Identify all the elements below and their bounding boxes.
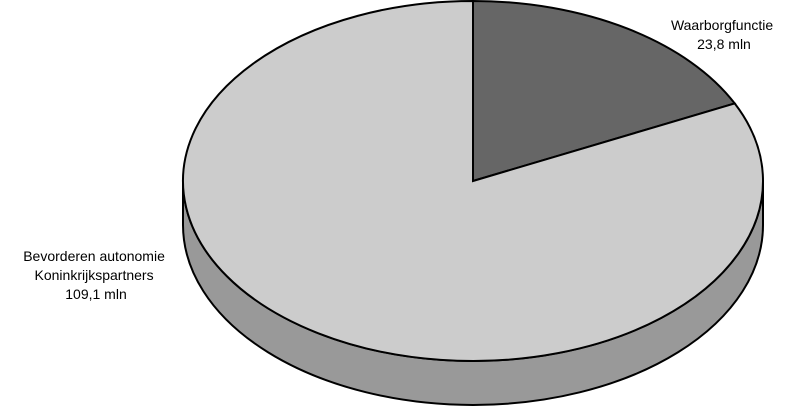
slice-label-bevorderen-autonomie: Bevorderen autonomie Koninkrijkspartners… — [23, 248, 169, 302]
pie-slice-bevorderen-autonomie — [182, 0, 764, 362]
pie-slice-waarborgfunctie — [472, 0, 737, 183]
slice-label-waarborgfunctie: Waarborgfunctie 23,8 mln — [671, 17, 777, 52]
